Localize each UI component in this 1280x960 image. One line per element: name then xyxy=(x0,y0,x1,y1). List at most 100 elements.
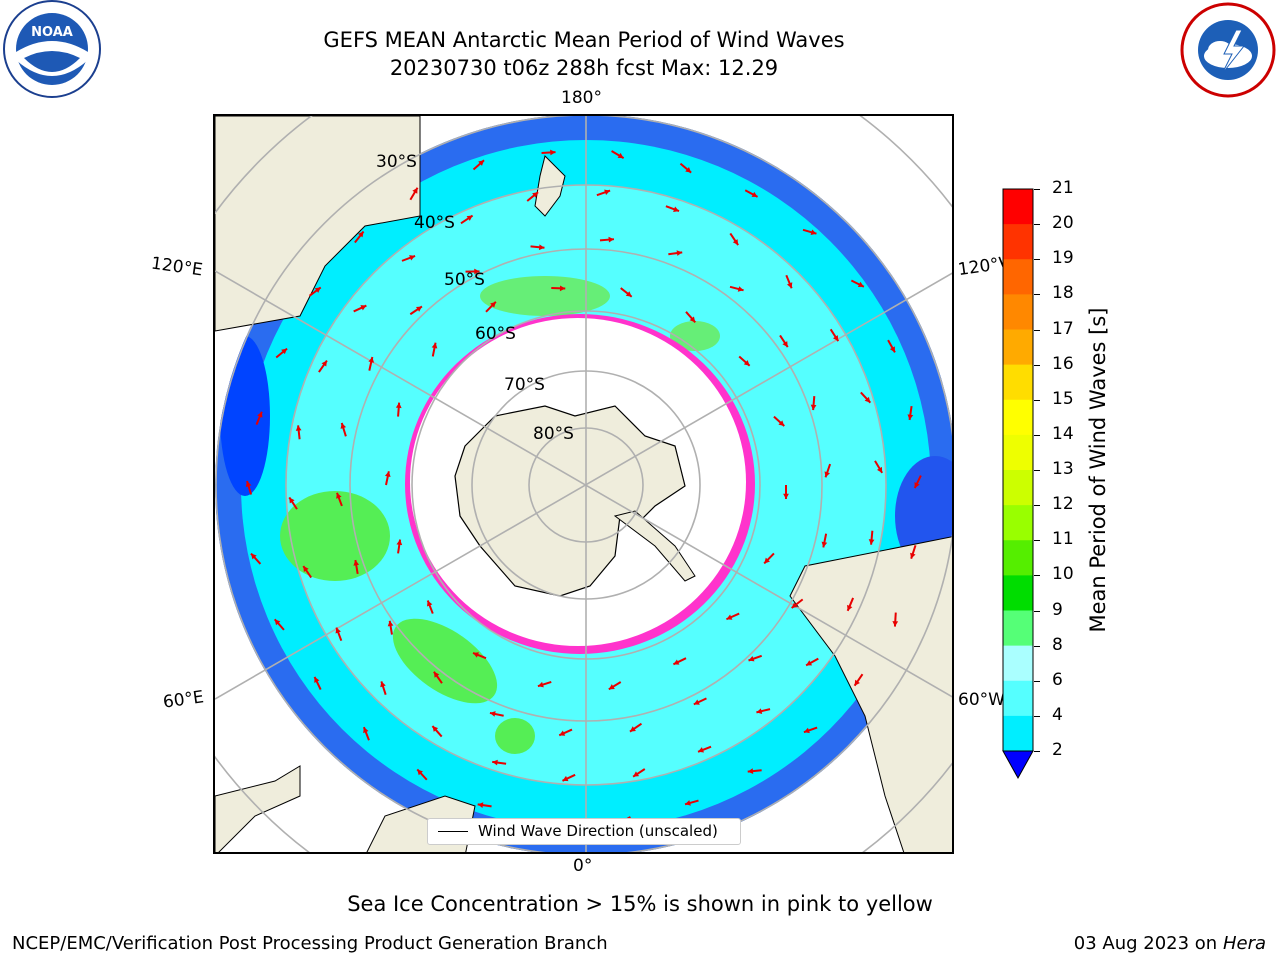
map-canvas xyxy=(215,116,952,852)
wind-wave-arrowhead xyxy=(868,539,875,545)
wind-wave-arrowhead xyxy=(473,652,479,658)
wind-wave-arrowhead xyxy=(806,660,813,666)
graticule xyxy=(215,116,952,852)
wind-wave-arrowhead xyxy=(747,768,754,774)
colorbar-band xyxy=(1003,645,1033,682)
polar-map xyxy=(213,114,954,854)
wind-wave-arrowhead xyxy=(821,541,828,548)
lon-label-top: 180° xyxy=(561,88,602,108)
wind-wave-arrowhead xyxy=(426,600,433,607)
wind-wave-arrowhead xyxy=(783,493,789,499)
wind-wave-arrowhead xyxy=(433,671,440,678)
colorbar-tick-mark xyxy=(1034,189,1040,190)
colorbar-band xyxy=(1003,610,1033,647)
chart-subtitle: 20230730 t06z 288h fcst Max: 12.29 xyxy=(389,56,779,80)
colorbar-tick-mark xyxy=(1034,680,1040,682)
wind-wave-arrowhead xyxy=(251,553,257,560)
lat-label: 40°S xyxy=(414,213,455,233)
footer-date-text: 03 Aug 2023 on xyxy=(1073,933,1218,954)
wind-wave-arrowhead xyxy=(395,402,402,409)
wind-wave-arrowhead xyxy=(538,244,545,251)
wind-wave-arrowhead xyxy=(537,681,544,688)
wind-wave-arrowhead xyxy=(743,360,750,366)
footer-machine: Hera xyxy=(1222,933,1266,954)
colorbar-tick-label: 4 xyxy=(1052,704,1063,725)
lon-label-right-lower: 60°W xyxy=(958,690,1003,710)
lon-label-left-lower: 60°E xyxy=(161,687,206,713)
wind-wave-arrowhead xyxy=(629,726,636,732)
wind-wave-arrowhead xyxy=(907,414,914,420)
wind-wave-arrowhead xyxy=(847,604,853,611)
colorbar-band xyxy=(1003,680,1033,717)
lat-label: 70°S xyxy=(504,375,545,395)
colorbar-band xyxy=(1003,294,1033,330)
wind-wave-arrowhead xyxy=(466,215,473,221)
colorbar-tick-label: 21 xyxy=(1052,178,1074,198)
colorbar-band xyxy=(1003,189,1033,225)
colorbar-tick-mark xyxy=(1034,505,1040,507)
wind-wave-arrowhead xyxy=(314,287,321,293)
colorbar-tick-mark xyxy=(1034,294,1040,296)
colorbar-frame xyxy=(1002,188,1034,751)
wind-wave-arrowhead xyxy=(791,602,798,608)
wind-wave-arrowhead xyxy=(726,614,733,620)
colorbar-band xyxy=(1003,224,1033,260)
wave-patch xyxy=(280,491,390,581)
wind-wave-arrowhead xyxy=(368,356,375,363)
new-zealand xyxy=(534,155,566,217)
colorbar-band xyxy=(1003,715,1033,752)
wind-wave-arrowhead xyxy=(432,726,439,732)
colorbar-tick-label: 19 xyxy=(1052,248,1074,269)
colorbar-band xyxy=(1003,399,1033,436)
wind-wave-arrowhead xyxy=(732,239,739,246)
wind-wave-arrowhead xyxy=(562,775,569,782)
wind-wave-arrowhead xyxy=(257,411,263,418)
lon-label-right-upper: 120°W xyxy=(956,253,1005,281)
colorbar-band xyxy=(1003,259,1033,295)
wind-wave-arrowhead xyxy=(478,160,485,166)
wind-wave-arrowhead xyxy=(387,620,394,627)
lat-label: 50°S xyxy=(444,270,485,290)
wind-wave-arrowhead xyxy=(532,192,539,198)
wind-wave-arrowhead xyxy=(689,316,696,323)
wind-wave-arrowhead xyxy=(625,291,632,297)
colorbar xyxy=(1002,188,1034,780)
nws-logo xyxy=(1178,0,1280,100)
wind-wave-arrowhead xyxy=(550,149,556,156)
wind-wave-arrowhead xyxy=(384,471,391,478)
wind-wave-arrowhead xyxy=(380,681,386,688)
colorbar-tick-mark xyxy=(1034,645,1040,647)
colorbar-tick-mark xyxy=(1034,434,1040,436)
colorbar-tick-mark xyxy=(1034,610,1040,612)
wind-wave-arrowhead xyxy=(756,708,763,714)
colorbar-tick-label: 10 xyxy=(1052,564,1074,585)
wave-patch xyxy=(392,618,498,704)
australia xyxy=(215,116,421,332)
wind-wave-arrows xyxy=(245,149,922,826)
colorbar-tick-label: 13 xyxy=(1052,459,1074,479)
wind-wave-arrowhead xyxy=(782,341,788,348)
footer-date: 03 Aug 2023 on Hera xyxy=(1074,933,1266,954)
wind-wave-arrowhead xyxy=(353,560,360,566)
wind-wave-arrowhead xyxy=(693,699,700,705)
wind-wave-arrowhead xyxy=(876,466,883,473)
colorbar-tick-label: 8 xyxy=(1052,634,1063,655)
wind-wave-arrowhead xyxy=(910,552,916,559)
wave-patch xyxy=(670,321,720,351)
wind-wave-arrowhead xyxy=(417,769,423,776)
lon-label-left-upper: 120°E xyxy=(149,253,204,281)
south-america xyxy=(789,536,952,852)
wind-wave-arrowhead xyxy=(477,802,484,808)
colorbar-tick-mark xyxy=(1034,399,1040,401)
wind-wave-arrowhead xyxy=(409,255,416,261)
colorbar-band xyxy=(1003,364,1033,401)
map-legend: Wind Wave Direction (unscaled) xyxy=(427,818,741,845)
wind-wave-arrowhead xyxy=(492,759,498,766)
wind-wave-arrowhead xyxy=(810,404,817,411)
colorbar-band xyxy=(1003,329,1033,366)
wind-wave-arrowhead xyxy=(778,420,785,427)
wind-wave-arrowhead xyxy=(604,189,611,196)
wind-wave-arrowhead xyxy=(289,497,295,504)
wind-wave-arrowhead xyxy=(431,342,438,349)
wave-patch-dark xyxy=(220,336,270,496)
